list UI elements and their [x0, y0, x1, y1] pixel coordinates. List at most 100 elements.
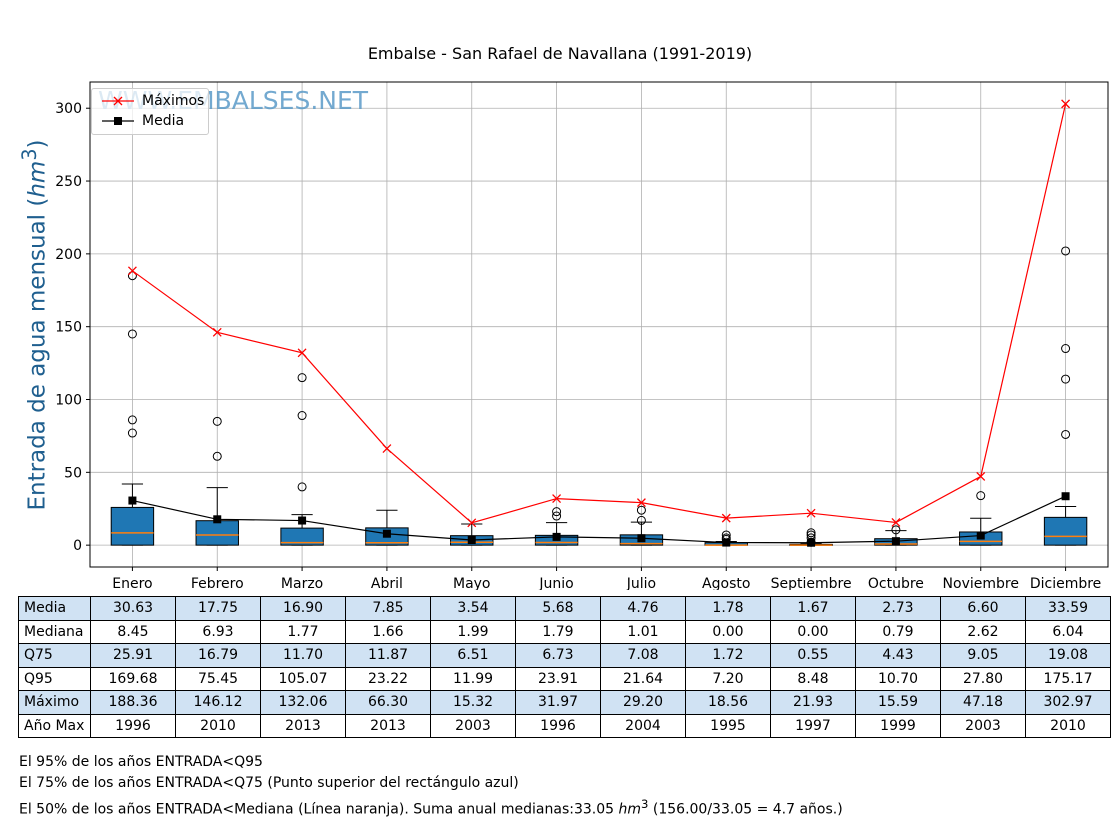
table-cell: 9.05 — [940, 643, 1026, 668]
table-cell: 7.20 — [685, 666, 771, 691]
y-tick-label: 300 — [55, 101, 82, 117]
table-cell: 10.70 — [855, 666, 941, 691]
table-cell: 16.79 — [175, 643, 261, 668]
table-row: Mediana 8.45 6.93 1.77 1.66 1.99 1.79 1.01 0.00 0… — [18, 619, 1111, 644]
table-cell: 11.87 — [345, 643, 431, 668]
table-cell: 33.59 — [1025, 596, 1111, 621]
outlier-point — [127, 329, 137, 339]
outlier-point — [127, 415, 137, 425]
chart-legend: Máximos Media — [91, 88, 209, 135]
media-point — [807, 538, 816, 547]
media-point — [467, 535, 476, 544]
table-cell: 302.97 — [1025, 690, 1111, 715]
x-tick-label: Febrero — [191, 576, 244, 590]
table-cell: 4.43 — [855, 643, 941, 668]
table-cell: 0.79 — [855, 619, 941, 644]
maximos-point — [382, 444, 392, 454]
plot-frame — [89, 81, 1109, 568]
table-cell: 2013 — [260, 713, 346, 738]
table-cell: 7.08 — [600, 643, 686, 668]
outlier-point — [127, 428, 137, 438]
x-tick-label: Agosto — [702, 576, 750, 590]
y-axis-label: Entrada de agua mensual (hm3) — [16, 115, 51, 535]
notes: El 95% de los años ENTRADA<Q95 El 75% de… — [19, 752, 843, 821]
table-cell: 2.62 — [940, 619, 1026, 644]
box-rect — [195, 520, 239, 546]
maximos-point — [1061, 99, 1071, 109]
table-cell: 1.66 — [345, 619, 431, 644]
table-cell: 47.18 — [940, 690, 1026, 715]
note-mediana-exponent: 3 — [641, 797, 649, 811]
note-q75: El 75% de los años ENTRADA<Q75 (Punto su… — [19, 775, 519, 791]
table-cell: 15.59 — [855, 690, 941, 715]
x-tick-label: Junio — [538, 576, 573, 590]
y-axis-label-close: ) — [24, 139, 51, 149]
outlier-point — [1061, 344, 1071, 354]
box-rect — [1043, 516, 1088, 546]
table-row: Media 30.63 17.75 16.90 7.85 3.54 5.68 4.76 1.78… — [18, 596, 1111, 621]
table-row-header: Q75 — [18, 643, 91, 668]
x-tick-label: Enero — [112, 576, 152, 590]
table-cell: 105.07 — [260, 666, 346, 691]
table-cell: 1.79 — [515, 619, 601, 644]
table-cell: 6.51 — [430, 643, 516, 668]
outlier-point — [976, 491, 986, 501]
y-tick-label: 250 — [55, 174, 82, 190]
table-cell: 1996 — [515, 713, 601, 738]
table-cell: 11.70 — [260, 643, 346, 668]
legend-media-symbol — [100, 112, 136, 130]
table-cell: 1997 — [770, 713, 856, 738]
table-cell: 25.91 — [90, 643, 176, 668]
y-tick-label: 150 — [55, 320, 82, 336]
outlier-point — [552, 507, 562, 517]
media-point — [891, 537, 900, 546]
maximos-point — [721, 513, 731, 523]
legend-media-label: Media — [142, 113, 185, 129]
x-tick-label: Diciembre — [1030, 576, 1101, 590]
outlier-point — [297, 482, 307, 492]
table-cell: 4.76 — [600, 596, 686, 621]
legend-maximos-symbol — [100, 92, 136, 110]
table-cell: 1.01 — [600, 619, 686, 644]
table-row: Máximo 188.36 146.12 132.06 66.30 15.32 31.97 2… — [18, 690, 1111, 715]
box-rect — [280, 527, 324, 546]
table-row-header: Media — [18, 596, 91, 621]
media-point — [552, 532, 561, 541]
y-axis-label-unit: hm — [24, 160, 51, 198]
table-cell: 16.90 — [260, 596, 346, 621]
table-cell: 2003 — [430, 713, 516, 738]
table-row: Q75 25.91 16.79 11.70 11.87 6.51 6.73 7.08 1.72 0… — [18, 643, 1111, 668]
x-tick-label: Julio — [626, 576, 656, 590]
table-cell: 188.36 — [90, 690, 176, 715]
table-cell: 2010 — [175, 713, 261, 738]
outlier-point — [636, 515, 646, 525]
table-cell: 0.55 — [770, 643, 856, 668]
table-cell: 66.30 — [345, 690, 431, 715]
legend-item-maximos: Máximos — [100, 92, 204, 110]
table-cell: 0.00 — [770, 619, 856, 644]
table-cell: 2004 — [600, 713, 686, 738]
maximos-point — [127, 266, 137, 276]
media-point — [976, 531, 985, 540]
table-cell: 27.80 — [940, 666, 1026, 691]
table-cell: 1996 — [90, 713, 176, 738]
y-tick-label: 100 — [55, 393, 82, 409]
outlier-point — [1061, 246, 1071, 256]
table-cell: 3.54 — [430, 596, 516, 621]
table-cell: 1.67 — [770, 596, 856, 621]
table-cell: 6.60 — [940, 596, 1026, 621]
table-row-header: Máximo — [18, 690, 91, 715]
media-point — [298, 516, 307, 525]
chart-plot: 0 50 100 150 200 250 300 Enero Febrero Marzo Abril… — [55, 81, 1109, 590]
x-tick-label: Abril — [371, 576, 403, 590]
box-rect — [110, 506, 155, 546]
y-tick-label: 0 — [73, 538, 82, 554]
x-tick-label: Mayo — [453, 576, 491, 590]
table-cell: 132.06 — [260, 690, 346, 715]
table-cell: 23.22 — [345, 666, 431, 691]
table-cell: 5.68 — [515, 596, 601, 621]
table-cell: 1995 — [685, 713, 771, 738]
maximos-point — [467, 518, 477, 528]
x-tick-label: Marzo — [281, 576, 323, 590]
maximos-point — [212, 327, 222, 337]
